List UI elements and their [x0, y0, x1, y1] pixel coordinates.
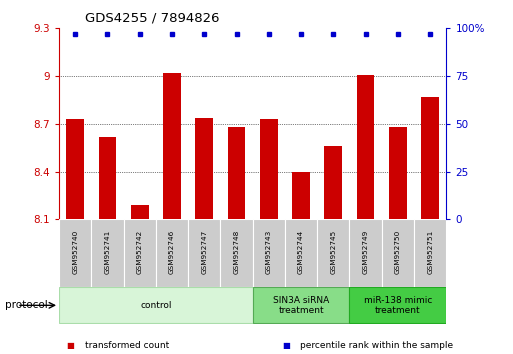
Bar [59, 219, 91, 287]
Bar [285, 219, 317, 287]
Bar [195, 118, 213, 219]
Text: GSM952747: GSM952747 [201, 230, 207, 274]
Bar [421, 97, 439, 219]
Bar [188, 219, 221, 287]
Text: control: control [140, 301, 171, 310]
Bar [292, 172, 310, 219]
Text: GSM952746: GSM952746 [169, 230, 175, 274]
Bar [389, 127, 407, 219]
Bar [349, 219, 382, 287]
Text: transformed count: transformed count [85, 341, 169, 350]
Text: SIN3A siRNA
treatment: SIN3A siRNA treatment [273, 296, 329, 315]
Bar [156, 219, 188, 287]
Bar [131, 205, 149, 219]
Text: GSM952740: GSM952740 [72, 230, 78, 274]
Text: percentile rank within the sample: percentile rank within the sample [300, 341, 453, 350]
Bar [98, 137, 116, 219]
Text: miR-138 mimic
treatment: miR-138 mimic treatment [364, 296, 432, 315]
Bar [324, 146, 342, 219]
Bar [59, 287, 252, 323]
Bar [163, 73, 181, 219]
Bar [382, 219, 414, 287]
Text: ■: ■ [67, 341, 74, 350]
Bar [252, 287, 349, 323]
Text: GSM952743: GSM952743 [266, 230, 272, 274]
Text: GSM952749: GSM952749 [363, 230, 369, 274]
Text: GSM952742: GSM952742 [136, 230, 143, 274]
Text: protocol: protocol [5, 300, 48, 310]
Text: GSM952745: GSM952745 [330, 230, 337, 274]
Bar [414, 219, 446, 287]
Text: GSM952751: GSM952751 [427, 230, 433, 274]
Text: GSM952744: GSM952744 [298, 230, 304, 274]
Text: GDS4255 / 7894826: GDS4255 / 7894826 [85, 12, 219, 25]
Text: GSM952750: GSM952750 [395, 230, 401, 274]
Bar [317, 219, 349, 287]
Text: ■: ■ [282, 341, 290, 350]
Bar [228, 127, 245, 219]
Bar [260, 119, 278, 219]
Bar [221, 219, 252, 287]
Bar [66, 119, 84, 219]
Text: GSM952741: GSM952741 [105, 230, 110, 274]
Bar [124, 219, 156, 287]
Text: GSM952748: GSM952748 [233, 230, 240, 274]
Bar [91, 219, 124, 287]
Bar [252, 219, 285, 287]
Bar [357, 75, 374, 219]
Bar [349, 287, 446, 323]
